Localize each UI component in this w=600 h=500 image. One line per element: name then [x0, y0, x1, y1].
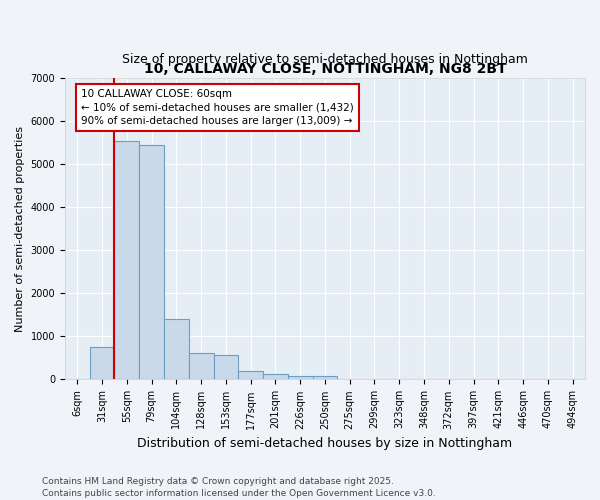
Y-axis label: Number of semi-detached properties: Number of semi-detached properties [15, 126, 25, 332]
Text: Size of property relative to semi-detached houses in Nottingham: Size of property relative to semi-detach… [122, 54, 528, 66]
Bar [313, 376, 337, 380]
Bar [214, 354, 238, 380]
Bar [189, 353, 214, 380]
Text: Contains HM Land Registry data © Crown copyright and database right 2025.
Contai: Contains HM Land Registry data © Crown c… [42, 476, 436, 498]
Bar [139, 145, 164, 380]
Bar [89, 347, 115, 380]
Bar [238, 371, 263, 380]
Bar [263, 374, 288, 380]
Bar [115, 141, 139, 380]
Bar [164, 319, 189, 380]
Title: 10, CALLAWAY CLOSE, NOTTINGHAM, NG8 2BT: 10, CALLAWAY CLOSE, NOTTINGHAM, NG8 2BT [143, 62, 506, 76]
Bar [288, 376, 313, 380]
X-axis label: Distribution of semi-detached houses by size in Nottingham: Distribution of semi-detached houses by … [137, 437, 512, 450]
Text: 10 CALLAWAY CLOSE: 60sqm
← 10% of semi-detached houses are smaller (1,432)
90% o: 10 CALLAWAY CLOSE: 60sqm ← 10% of semi-d… [81, 89, 354, 126]
